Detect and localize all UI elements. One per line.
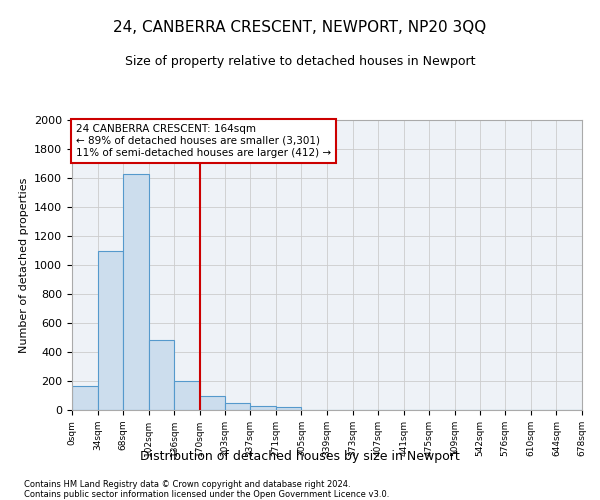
Text: Contains public sector information licensed under the Open Government Licence v3: Contains public sector information licen… xyxy=(24,490,389,499)
Bar xyxy=(72,386,98,410)
Bar xyxy=(276,407,301,410)
Text: 24 CANBERRA CRESCENT: 164sqm
← 89% of detached houses are smaller (3,301)
11% of: 24 CANBERRA CRESCENT: 164sqm ← 89% of de… xyxy=(76,124,331,158)
Bar xyxy=(200,396,224,410)
Bar xyxy=(250,406,276,410)
Bar xyxy=(98,251,123,410)
Text: Contains HM Land Registry data © Crown copyright and database right 2024.: Contains HM Land Registry data © Crown c… xyxy=(24,480,350,489)
Bar xyxy=(175,381,200,410)
Text: Size of property relative to detached houses in Newport: Size of property relative to detached ho… xyxy=(125,55,475,68)
Text: 24, CANBERRA CRESCENT, NEWPORT, NP20 3QQ: 24, CANBERRA CRESCENT, NEWPORT, NP20 3QQ xyxy=(113,20,487,35)
Bar xyxy=(149,340,175,410)
Text: Distribution of detached houses by size in Newport: Distribution of detached houses by size … xyxy=(140,450,460,463)
Bar xyxy=(224,404,250,410)
Bar xyxy=(123,174,149,410)
Y-axis label: Number of detached properties: Number of detached properties xyxy=(19,178,29,352)
